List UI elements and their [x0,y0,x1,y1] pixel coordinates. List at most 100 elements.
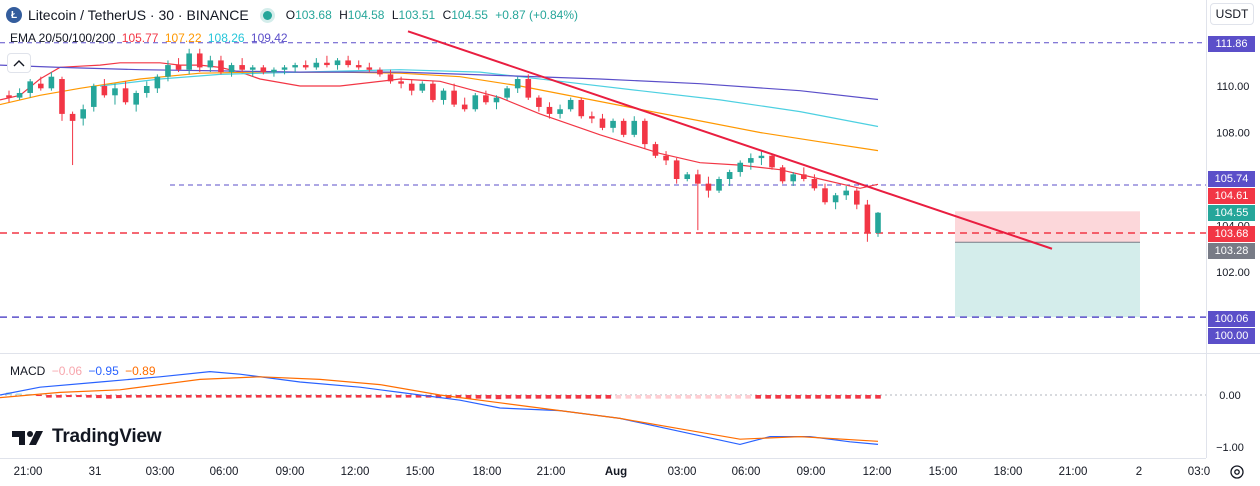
low-label: L [391,8,399,22]
candle-body [832,195,839,203]
tradingview-brand[interactable]: TradingView [12,426,162,448]
macd-histogram-bar [126,395,132,398]
price-tag: 100.06 [1208,311,1255,327]
candle-body [345,60,351,66]
time-tick-label: 03:0 [1188,466,1210,478]
macd-histogram-bar [765,395,771,399]
candle-body [175,65,182,70]
market-status-dot-icon [262,10,272,20]
chevron-up-icon [13,60,25,67]
macd-legend[interactable]: MACD −0.06 −0.95 −0.89 [10,364,159,378]
time-tick-label: 06:00 [732,466,761,478]
candle-body [292,65,298,68]
macd-line [0,370,879,446]
close-value: 104.55 [451,8,488,22]
macd-histogram-bar [465,395,472,399]
macd-histogram-bar [875,395,881,399]
price-tick-label: 102.00 [1216,267,1250,279]
time-tick-label: 15:00 [929,466,958,478]
macd-tick-label: 0.00 [1219,390,1240,402]
chart-header: Ł Litecoin / TetherUS · 30 · BINANCE O10… [6,6,582,24]
macd-histogram-bar [495,395,502,400]
candle-body [514,79,521,89]
candle-body [366,67,373,70]
candle-body [779,167,786,182]
candle-body [228,65,235,73]
macd-histogram-bar [785,395,791,399]
macd-histogram-bar [335,395,342,398]
ohlc-readout: O103.68 H104.58 L103.51 C104.55 +0.87 (+… [286,8,582,22]
symbol-title[interactable]: Litecoin / TetherUS · 30 · BINANCE [28,7,249,23]
macd-histogram-bar [685,395,692,399]
macd-histogram-bar [375,395,382,398]
macd-histogram-bar [215,395,222,398]
candle-body [186,53,192,70]
collapse-legend-button[interactable] [7,53,31,73]
gear-icon[interactable] [1228,463,1246,481]
candle-body [599,118,606,128]
macd-histogram-bar [156,395,162,398]
candle-body [27,81,33,93]
macd-histogram-bar [695,395,702,399]
macd-histogram-bar [645,395,652,399]
macd-histogram-bar [665,395,672,399]
macd-histogram-bar [36,395,42,397]
candle-body [546,106,553,114]
macd-histogram-bar [745,395,751,399]
ema-legend[interactable]: EMA 20/50/100/200 105.77 107.22 108.26 1… [10,31,291,45]
macd-histogram-bar [235,395,242,398]
candle-body [271,69,277,73]
macd-histogram-value: −0.06 [51,364,83,378]
macd-histogram-bar [285,395,292,398]
candle-body [165,65,171,77]
candle-body [451,90,457,105]
tradingview-logo-icon [12,431,43,445]
candle-body [663,155,669,161]
price-tag: 105.74 [1208,171,1255,187]
candle-body [726,172,733,179]
high-label: H [339,8,348,22]
candle-body [101,86,108,96]
macd-histogram-bar [525,395,532,399]
macd-line-value: −0.95 [88,364,119,378]
macd-histogram-bar [535,395,542,399]
currency-selector-button[interactable]: USDT [1210,3,1254,25]
macd-tick-label: −1.00 [1216,442,1244,454]
macd-histogram-bar [505,395,512,399]
time-tick-label: 03:00 [668,466,697,478]
macd-histogram-bar [116,395,122,399]
macd-histogram-bar [245,395,252,398]
macd-histogram-bar [475,395,482,399]
macd-histogram-bar [16,393,22,395]
open-value: 103.68 [295,8,332,22]
brand-text: TradingView [52,426,162,447]
candle-body [864,204,871,233]
macd-histogram-bar [675,395,682,399]
open-label: O [285,8,296,22]
ema-line-0 [0,62,879,189]
macd-histogram-bar [805,395,811,399]
macd-histogram-bar [735,395,741,399]
macd-histogram-bar [395,395,402,398]
candle-body [652,144,659,156]
close-label: C [442,8,452,22]
macd-histogram-bar [565,395,572,399]
macd-histogram-bar [176,395,182,398]
macd-histogram-bar [855,395,861,399]
macd-histogram-bar [275,395,282,398]
time-tick-label: 21:00 [537,466,566,478]
candle-body [143,86,150,93]
macd-histogram-bar [365,395,372,398]
candle-body [154,76,161,89]
macd-signal-value: −0.89 [125,364,156,378]
candle-body [37,83,44,89]
ema-line-3 [0,64,879,101]
macd-histogram-bar [295,395,302,398]
candle-body [324,62,330,66]
candle-body [249,67,256,70]
candle-body [419,83,426,91]
time-tick-label: 09:00 [276,466,305,478]
macd-histogram-bar [86,395,92,398]
time-tick-label: Aug [605,466,627,478]
